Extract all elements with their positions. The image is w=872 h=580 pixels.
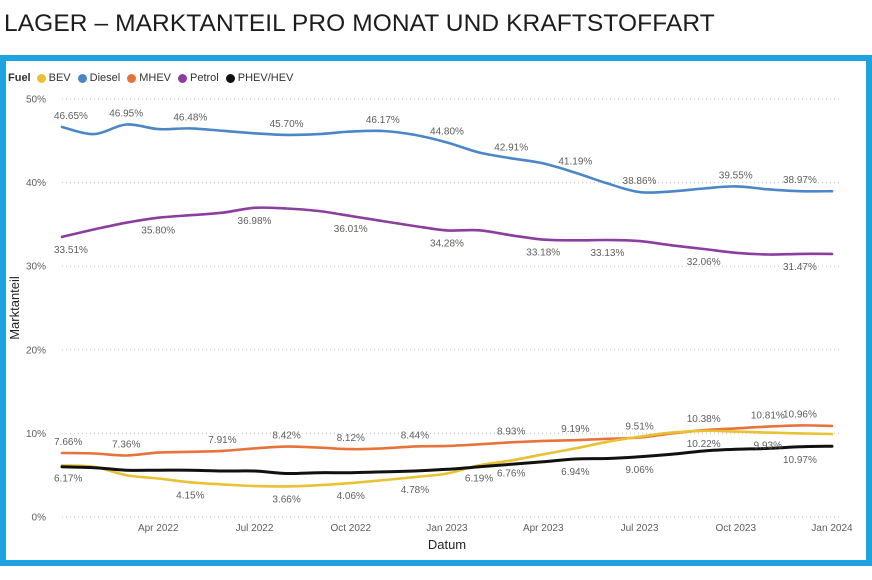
legend-item-petrol[interactable]: Petrol — [178, 72, 219, 84]
data-label-mhev: 7.36% — [112, 439, 140, 450]
legend-swatch-phev-hev — [225, 73, 235, 83]
data-label-mhev: 9.19% — [561, 424, 589, 435]
data-label-mhev: 9.51% — [625, 421, 653, 432]
data-label-phev-hev: 9.06% — [625, 465, 653, 476]
data-label-petrol: 34.28% — [430, 238, 464, 249]
data-label-petrol: 33.18% — [526, 248, 560, 259]
data-label-petrol: 36.98% — [238, 216, 272, 227]
legend-swatch-petrol — [178, 73, 187, 83]
series-line-diesel — [60, 123, 834, 194]
series-line-petrol — [60, 206, 834, 256]
data-label-mhev: 7.66% — [54, 437, 82, 448]
data-label-diesel: 39.55% — [719, 170, 753, 181]
data-label-petrol: 35.80% — [141, 226, 175, 237]
legend-label-bev: BEV — [48, 72, 71, 84]
data-label-mhev: 8.12% — [337, 433, 365, 444]
legend-swatch-diesel — [77, 73, 87, 83]
page-title: LAGER – MARKTANTEIL PRO MONAT UND KRAFTS… — [4, 10, 715, 37]
data-label-diesel: 42.91% — [494, 142, 528, 153]
data-label-diesel: 46.17% — [366, 115, 400, 126]
data-label-petrol: 32.06% — [687, 257, 721, 268]
data-label-bev: 9.93% — [754, 441, 782, 452]
y-tick-label: 10% — [26, 429, 46, 440]
x-tick-label: Jul 2023 — [621, 523, 659, 534]
data-label-mhev: 10.81% — [751, 411, 785, 422]
data-label-petrol: 33.51% — [54, 245, 88, 256]
data-label-phev-hev: 6.94% — [561, 467, 589, 478]
data-label-diesel: 38.97% — [783, 175, 817, 186]
data-label-petrol: 33.13% — [590, 248, 624, 259]
x-tick-label: Oct 2022 — [330, 523, 371, 534]
x-tick-label: Apr 2023 — [523, 523, 564, 534]
data-label-mhev: 8.93% — [497, 426, 525, 437]
data-label-petrol: 36.01% — [334, 224, 368, 235]
legend-label-phev-hev: PHEV/HEV — [237, 72, 294, 84]
data-label-bev: 6.19% — [465, 473, 493, 484]
legend-label-petrol: Petrol — [190, 72, 219, 84]
data-label-bev: 6.17% — [54, 473, 82, 484]
y-tick-label: 20% — [26, 345, 46, 356]
legend-item-phev-hev[interactable]: PHEV/HEV — [225, 72, 294, 84]
legend-label-diesel: Diesel — [89, 72, 121, 84]
data-label-mhev: 8.44% — [401, 430, 429, 441]
data-label-diesel: 41.19% — [558, 157, 592, 168]
y-tick-label: 50% — [26, 95, 46, 106]
y-tick-label: 40% — [26, 178, 46, 189]
data-labels: 46.65% 46.95% 46.48% 45.70% 46.17% 44.80% 42.9… — [54, 108, 817, 505]
legend-item-diesel[interactable]: Diesel — [77, 72, 121, 84]
data-label-diesel: 44.80% — [430, 126, 464, 137]
data-label-mhev: 10.38% — [687, 414, 721, 425]
y-tick-label: 30% — [26, 262, 46, 273]
data-label-mhev: 10.96% — [783, 409, 817, 420]
x-tick-label: Jan 2023 — [426, 523, 468, 534]
legend-swatch-bev — [36, 73, 46, 83]
data-label-diesel: 46.95% — [109, 108, 143, 119]
data-label-diesel: 38.86% — [623, 176, 657, 187]
y-tick-label: 0% — [32, 513, 47, 524]
data-label-bev: 4.06% — [337, 491, 365, 502]
y-axis-title: Marktanteil — [7, 276, 22, 340]
x-tick-label: Jul 2022 — [236, 523, 274, 534]
data-label-diesel: 45.70% — [270, 119, 304, 130]
series-line-bev — [60, 429, 834, 488]
data-label-diesel: 46.65% — [54, 111, 88, 122]
x-tick-label: Jan 2024 — [811, 523, 853, 534]
legend-label-mhev: MHEV — [139, 72, 171, 84]
data-label-mhev: 7.91% — [208, 435, 236, 446]
data-label-diesel: 46.48% — [173, 112, 207, 123]
data-label-petrol: 31.47% — [783, 262, 817, 273]
data-label-bev: 3.66% — [272, 494, 300, 505]
data-label-bev: 10.22% — [687, 439, 721, 450]
legend: Fuel BEV Diesel MHEV Petrol PHEV/HEV — [8, 69, 300, 87]
data-label-mhev: 8.42% — [272, 431, 300, 442]
legend-swatch-mhev — [127, 73, 137, 83]
legend-item-bev[interactable]: BEV — [36, 72, 71, 84]
series-line-phev-hev — [60, 444, 834, 476]
x-tick-label: Oct 2023 — [715, 523, 756, 534]
data-label-bev: 4.15% — [176, 490, 204, 501]
legend-item-mhev[interactable]: MHEV — [127, 72, 171, 84]
x-axis-title: Datum — [428, 537, 466, 552]
legend-title: Fuel — [8, 72, 31, 84]
data-label-phev-hev: 10.97% — [783, 455, 817, 466]
data-label-bev: 4.78% — [401, 485, 429, 496]
gridlines — [62, 98, 842, 518]
series-lines — [60, 123, 834, 488]
data-label-bev: 6.76% — [497, 468, 525, 479]
x-tick-label: Apr 2022 — [138, 523, 179, 534]
axis-ticks: 0% 10% 20% 30% 40% 50% Apr 2022 Jul 2022 Oct 202… — [26, 95, 853, 535]
